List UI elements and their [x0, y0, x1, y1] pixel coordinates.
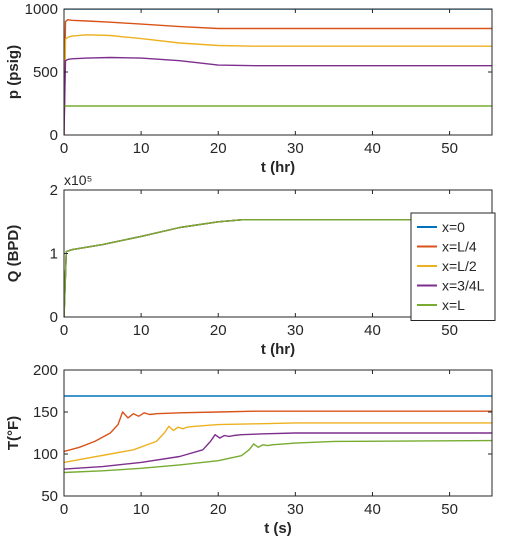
x-tick-label: 30: [287, 322, 304, 339]
y-axis-label: T(°F): [5, 416, 22, 450]
x-tick-label: 20: [210, 140, 227, 157]
series-line-x-l-2: [64, 34, 492, 135]
x-tick-label: 30: [287, 501, 304, 518]
x-tick-label: 50: [441, 140, 458, 157]
x-tick-label: 10: [133, 501, 150, 518]
x-tick-label: 10: [133, 140, 150, 157]
series-group-1: [64, 9, 492, 135]
x-tick-label: 0: [60, 501, 68, 518]
panel-3: 0 10 20 30 40 50 50 100 150 200 t (s) T(°F): [5, 362, 493, 537]
legend: x=0 x=L/4 x=L/2 x=3/4L x=L: [410, 212, 496, 321]
y-tick-label: 500: [33, 64, 58, 81]
y-axis-label: Q (BPD): [5, 225, 22, 283]
legend-label-x-l-2: x=L/2: [442, 258, 477, 274]
legend-label-x-l: x=L: [442, 297, 465, 313]
y-tick-label: 200: [33, 362, 58, 379]
x-tick-label: 30: [287, 140, 304, 157]
x-tick-label: 20: [210, 501, 227, 518]
x-axis-label: t (hr): [261, 159, 295, 176]
x-tick-label: 40: [364, 322, 381, 339]
x-tick-label: 0: [60, 322, 68, 339]
x-axis-label: t (hr): [261, 341, 295, 358]
series-group-3: [64, 395, 492, 474]
legend-label-x-l-4: x=L/4: [442, 239, 477, 255]
x-tick-label: 20: [210, 322, 227, 339]
x-axis-label: t (s): [264, 520, 292, 537]
x-tick-label: 40: [364, 501, 381, 518]
x-tick-label: 40: [364, 140, 381, 157]
y-tick-label: 0: [50, 127, 58, 144]
y-exponent-label: x10⁵: [64, 172, 92, 188]
series-line-x-3-4l: [64, 432, 492, 470]
y-tick-label: 100: [33, 446, 58, 463]
x-tick-label: 10: [133, 322, 150, 339]
y-axis-label: p (psig): [5, 45, 22, 99]
y-tick-label: 50: [41, 488, 58, 505]
y-tick-label: 1: [50, 246, 58, 263]
plot-area-1: [64, 9, 492, 135]
x-tick-label: 0: [60, 140, 68, 157]
series-group-2: [64, 219, 492, 317]
plot-frame-3: [63, 369, 493, 497]
y-tick-label: 150: [33, 404, 58, 421]
y-tick-label: 2: [50, 182, 58, 199]
legend-label-x-3-4l: x=3/4L: [442, 278, 485, 294]
legend-label-x-0: x=0: [442, 219, 465, 235]
y-tick-label: 1000: [25, 1, 58, 18]
series-line-x-l-4: [64, 410, 492, 453]
series-line-x-l-4: [64, 19, 492, 135]
series-line-x-3-4l: [64, 56, 492, 135]
series-line-x-l: [64, 439, 492, 474]
series-line-x-l-2: [64, 422, 492, 464]
x-tick-label: 50: [441, 322, 458, 339]
x-tick-label: 50: [441, 501, 458, 518]
y-tick-label: 0: [50, 309, 58, 326]
series-line-x-l: [64, 219, 492, 317]
